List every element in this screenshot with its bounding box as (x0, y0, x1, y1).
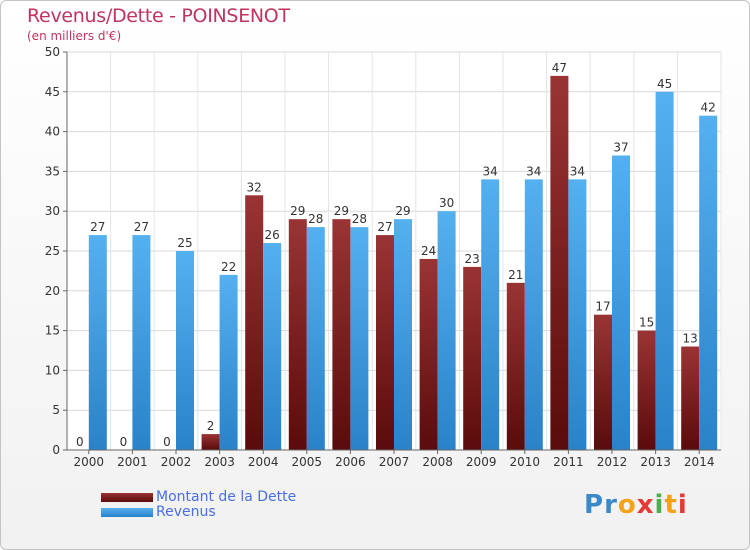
x-tick-label: 2006 (335, 455, 366, 469)
data-label-dette: 24 (421, 244, 436, 258)
data-label-revenus: 22 (221, 260, 236, 274)
x-tick-label: 2003 (204, 455, 235, 469)
bar-dette (506, 282, 525, 450)
bar-dette (201, 434, 220, 450)
x-tick-label: 2011 (553, 455, 584, 469)
data-label-dette: 0 (120, 435, 128, 449)
x-tick-label: 2014 (684, 455, 715, 469)
bar-revenus (655, 91, 674, 451)
data-label-dette: 27 (377, 220, 392, 234)
data-label-dette: 29 (290, 204, 305, 218)
y-tick-label: 15 (45, 324, 60, 338)
data-label-dette: 17 (595, 300, 610, 314)
y-tick-label: 0 (52, 443, 60, 457)
bar-revenus (394, 219, 412, 450)
x-tick-label: 2012 (597, 455, 628, 469)
x-tick-label: 2005 (292, 455, 323, 469)
legend-swatch-dette (101, 492, 153, 502)
bar-dette (463, 266, 482, 450)
legend-label-dette: Montant de la Dette (156, 489, 297, 505)
data-label-revenus: 34 (483, 164, 498, 178)
bar-dette (288, 219, 307, 450)
x-tick-label: 2008 (422, 455, 453, 469)
bar-revenus (524, 179, 543, 451)
bar-revenus (437, 211, 456, 450)
legend-item-dette: Montant de la Dette (101, 489, 296, 505)
bar-dette (332, 219, 351, 450)
data-label-dette: 2 (207, 419, 215, 433)
data-label-revenus: 34 (570, 164, 585, 178)
bar-dette (681, 346, 700, 450)
data-label-dette: 0 (163, 435, 171, 449)
legend-item-revenus: Revenus (101, 504, 216, 520)
y-tick-label: 5 (52, 403, 60, 417)
y-tick-label: 40 (45, 125, 60, 139)
data-label-revenus: 27 (134, 220, 149, 234)
x-tick-label: 2009 (466, 455, 497, 469)
bar-revenus (350, 227, 369, 450)
data-label-revenus: 34 (526, 164, 541, 178)
legend-label-revenus: Revenus (156, 504, 216, 520)
bar-revenus (176, 251, 194, 450)
data-label-dette: 47 (552, 61, 567, 75)
data-label-revenus: 28 (308, 212, 323, 226)
data-label-dette: 21 (508, 268, 523, 282)
data-label-dette: 29 (334, 204, 349, 218)
bar-dette (637, 330, 656, 450)
bar-revenus (88, 235, 107, 450)
y-tick-label: 10 (45, 363, 60, 377)
x-tick-label: 2010 (510, 455, 541, 469)
chart-title: Revenus/Dette - POINSENOT (27, 5, 290, 27)
x-tick-label: 2004 (248, 455, 279, 469)
data-label-revenus: 30 (439, 196, 454, 210)
x-tick-label: 2000 (74, 455, 105, 469)
x-tick-label: 2007 (379, 455, 410, 469)
x-tick-label: 2013 (640, 455, 671, 469)
x-tick-label: 2002 (161, 455, 192, 469)
bar-revenus (568, 179, 587, 451)
data-label-dette: 32 (247, 180, 262, 194)
bar-revenus (219, 274, 238, 450)
bar-dette (594, 314, 612, 450)
proxiti-logo: Proxiti (584, 490, 688, 520)
data-label-revenus: 37 (613, 140, 628, 154)
y-tick-label: 30 (45, 204, 60, 218)
bar-dette (245, 195, 264, 450)
y-tick-label: 20 (45, 284, 60, 298)
y-tick-label: 35 (45, 164, 60, 178)
data-label-revenus: 45 (657, 77, 672, 91)
data-label-revenus: 29 (395, 204, 410, 218)
y-tick-label: 25 (45, 244, 60, 258)
bar-revenus (306, 227, 325, 450)
bar-dette (550, 75, 569, 450)
data-label-revenus: 28 (352, 212, 367, 226)
bar-revenus (263, 243, 282, 450)
data-label-revenus: 27 (90, 220, 105, 234)
y-tick-label: 50 (45, 45, 60, 59)
bar-revenus (699, 115, 718, 451)
data-label-revenus: 25 (177, 236, 192, 250)
data-label-dette: 23 (465, 252, 480, 266)
data-label-revenus: 42 (701, 101, 716, 115)
y-tick-label: 45 (45, 85, 60, 99)
x-tick-label: 2001 (117, 455, 148, 469)
legend-swatch-revenus (101, 507, 153, 517)
bar-dette (419, 258, 438, 450)
data-label-dette: 15 (639, 316, 654, 330)
data-label-dette: 0 (76, 435, 84, 449)
bar-revenus (612, 155, 630, 451)
bar-dette (376, 235, 394, 450)
bar-revenus (481, 179, 500, 451)
data-label-revenus: 26 (265, 228, 280, 242)
bar-revenus (132, 235, 151, 450)
chart-subtitle: (en milliers d'€) (27, 29, 122, 43)
data-label-dette: 13 (683, 332, 698, 346)
